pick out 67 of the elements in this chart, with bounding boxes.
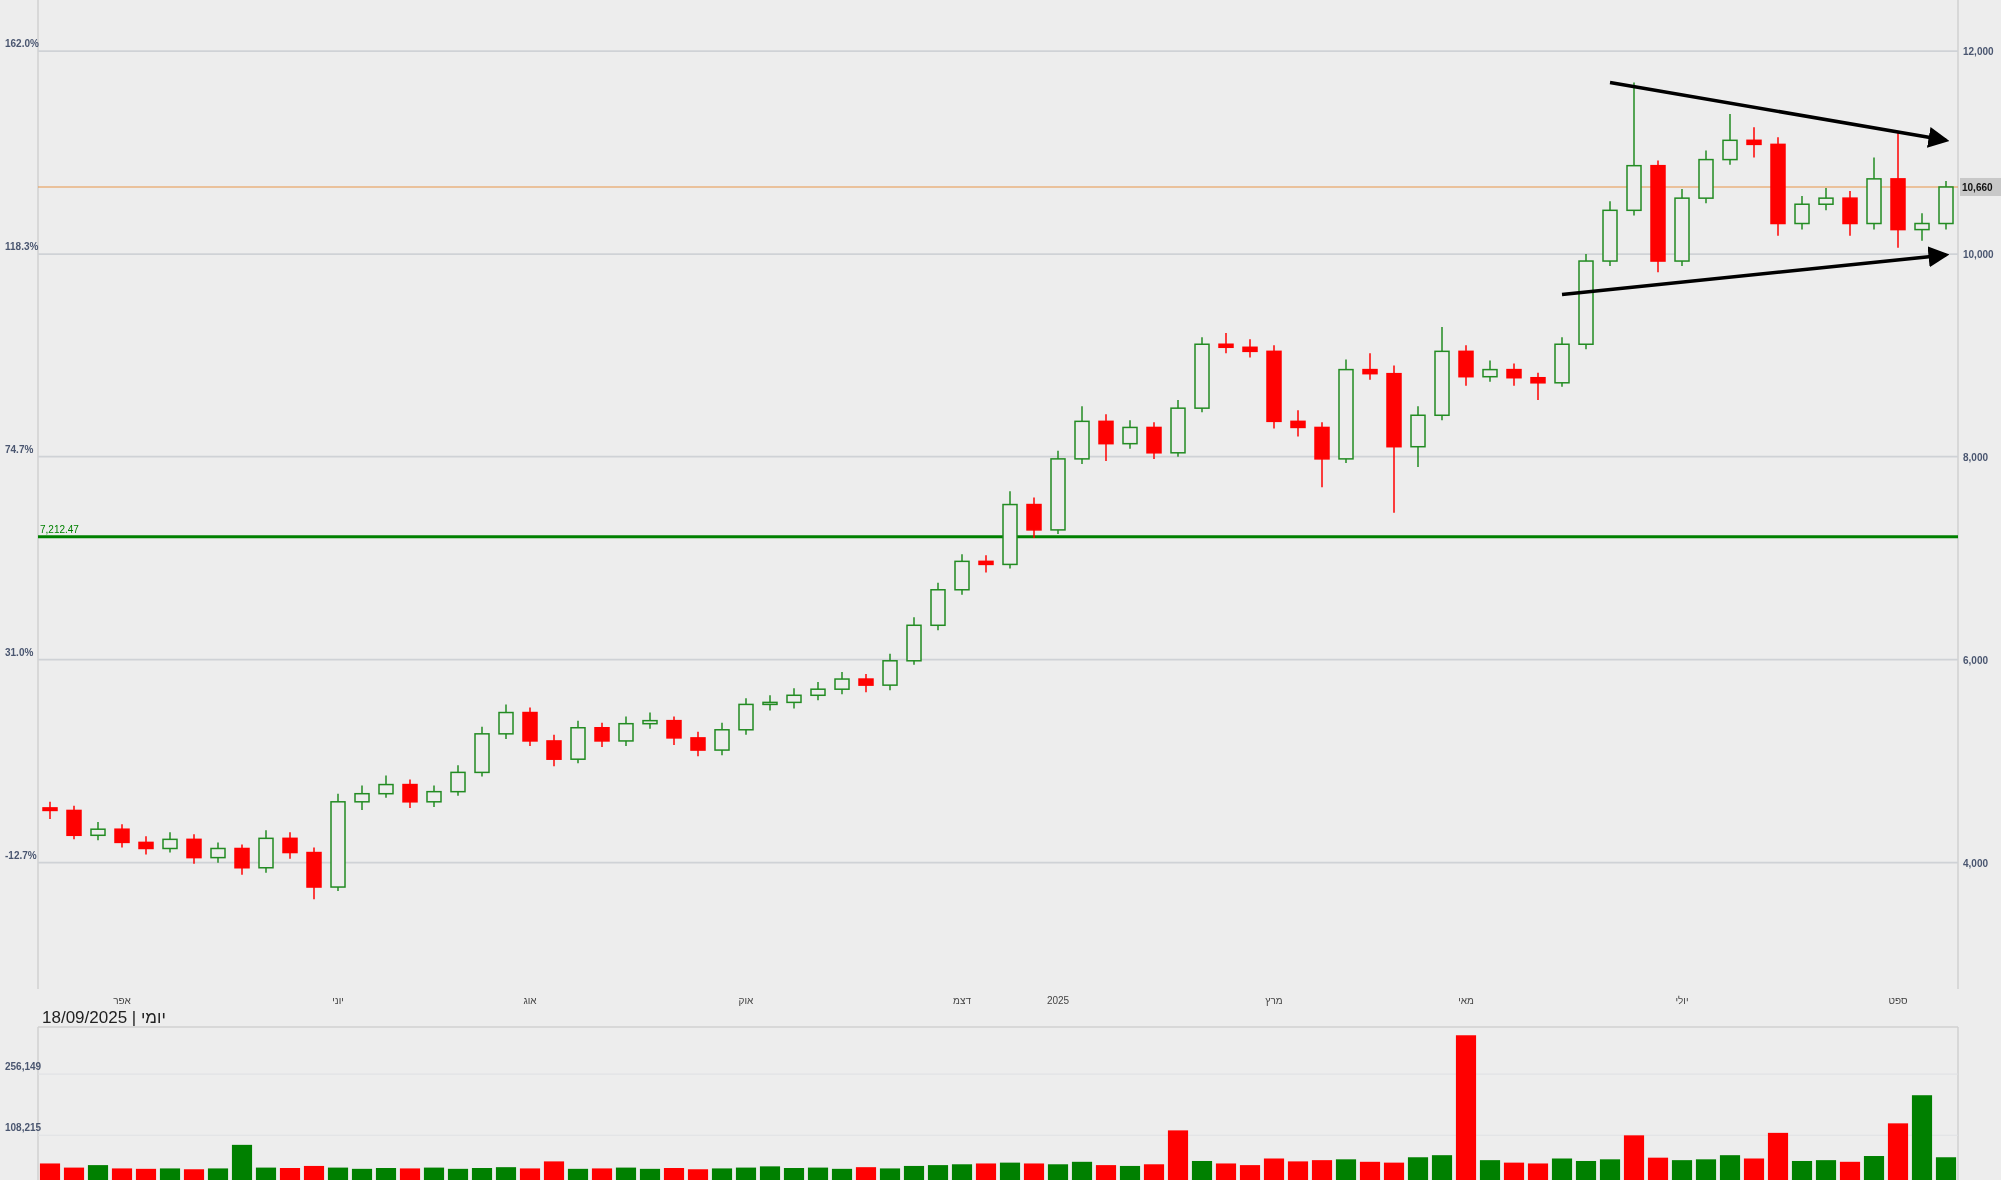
x-tick-label: מאי [1458,995,1474,1006]
candlestick [378,774,394,799]
candlestick [1818,187,1834,212]
y-tick-label: 31.0% [5,646,34,658]
x-tick-label: 2025 [1046,995,1070,1006]
candlestick [810,681,826,702]
y2-tick-label: 6,000 [1963,654,1989,666]
candlestick [186,833,202,865]
candlestick [834,671,850,696]
candlestick [1914,212,1930,242]
x-tick-label: דצמ [953,995,972,1006]
y-tick-label: 108,215 [5,1122,42,1134]
candlestick [690,731,706,757]
candlestick [714,721,730,756]
candlestick [162,831,178,854]
y-tick-label: 256,149 [5,1061,42,1073]
x-tick-label: אוג [523,995,538,1006]
candlestick [1218,332,1234,355]
y2-tick-label: 12,000 [1963,46,1995,58]
x-tick-label: אוק [738,995,755,1006]
candlestick [426,784,442,808]
candlestick [402,778,418,809]
y2-tick-label: 8,000 [1963,451,1989,463]
candlestick [450,764,466,797]
ref-line-label: 10,660 [1962,181,1994,193]
y-tick-label: 74.7% [5,443,34,455]
candlestick [114,823,130,849]
candlestick [498,703,514,740]
candlestick [546,734,562,768]
candlestick [1242,338,1258,359]
candlestick [1482,359,1498,383]
candlestick [1122,419,1138,450]
y-tick-label: 118.3% [5,241,39,253]
candlestick [1530,371,1546,401]
text: יומי | 18/09/2025 [42,1008,166,1027]
y2-tick-label: 4,000 [1963,857,1989,869]
y2-tick-label: 10,000 [1963,248,1995,260]
candlestick [786,687,802,710]
candlestick [1506,362,1522,387]
candlestick [858,673,874,693]
x-tick-label: יוני [332,995,344,1006]
candlestick [594,721,610,748]
y-tick-label: -12.7% [5,849,37,861]
x-tick-label: ספט [1888,995,1908,1006]
candlestick [1794,195,1810,231]
y-tick-label: 162.0% [5,38,40,50]
x-tick-label: יולי [1675,995,1689,1006]
candlestick [1098,413,1114,462]
candlestick [978,554,994,574]
candlestick [90,821,106,842]
candlestick [618,715,634,747]
candlestick [354,784,370,811]
candlestick [1746,126,1762,159]
candlestick [42,801,58,820]
candlestick [1722,113,1738,166]
candlestick [282,831,298,860]
candlestick [762,694,778,712]
candlestick [210,841,226,864]
candlestick [1290,409,1306,438]
x-tick-label: מרץ [1265,995,1283,1006]
ref-line-label: 7,212.47 [40,523,80,535]
candlestick [138,835,154,856]
candlestick [234,843,250,876]
candlestick [666,715,682,746]
candlestick [642,711,658,730]
x-tick-label: אפר [113,995,132,1006]
candlestick [1362,352,1378,381]
